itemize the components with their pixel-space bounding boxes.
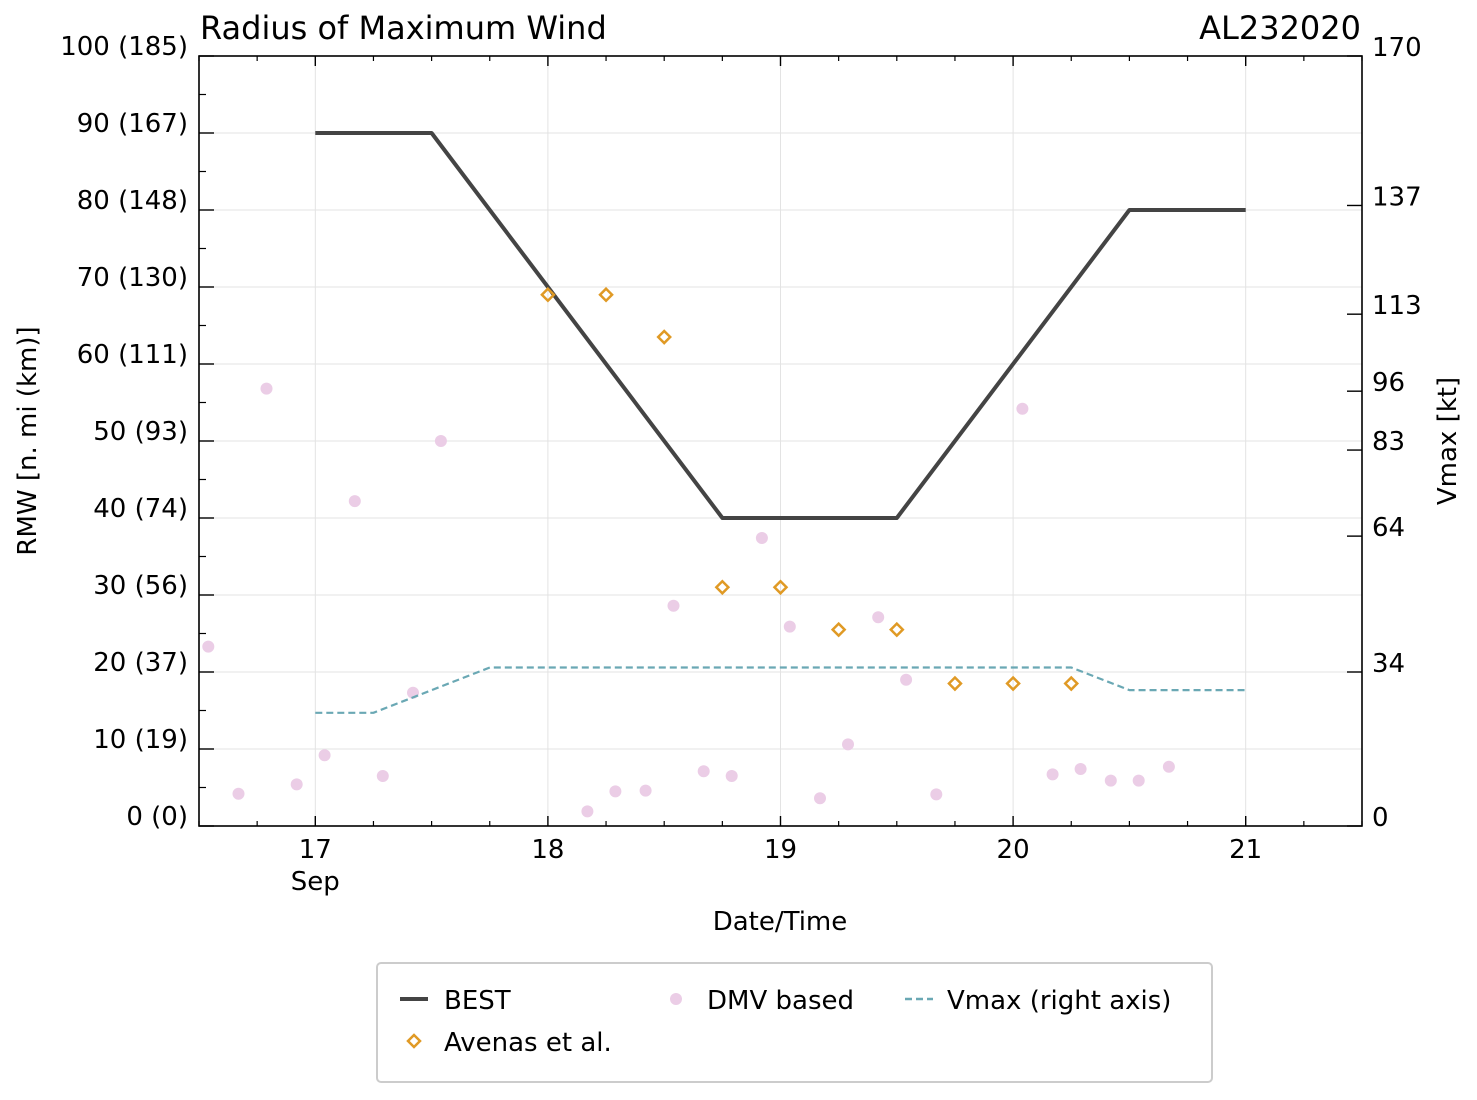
dmv-point xyxy=(872,611,885,624)
y2-tick-label: 34 xyxy=(1372,649,1405,679)
legend-avenas-label: Avenas et al. xyxy=(444,1028,612,1058)
dmv-point xyxy=(232,787,245,800)
grid-layer xyxy=(199,55,1362,827)
y2-tick-label: 83 xyxy=(1372,427,1405,457)
y-tick-label: 10 (19) xyxy=(93,725,188,755)
x-tick-label: 21 xyxy=(1229,835,1262,865)
avenas-point xyxy=(889,621,905,638)
dmv-point xyxy=(697,765,710,778)
dmv-point xyxy=(1104,774,1117,787)
x-axis-label: Date/Time xyxy=(713,907,848,937)
dmv-point xyxy=(1162,760,1175,773)
dmv-point xyxy=(581,805,594,818)
legend-frame xyxy=(376,962,1213,1083)
dmv-point xyxy=(348,495,361,508)
avenas-point xyxy=(714,579,731,596)
y-tick-label: 100 (185) xyxy=(60,32,188,62)
dmv-point xyxy=(290,778,303,791)
y2-tick-label: 137 xyxy=(1372,182,1422,212)
avenas-point xyxy=(1063,675,1080,692)
avenas-point xyxy=(830,621,847,638)
dmv-point xyxy=(639,784,652,797)
y-tick-label: 80 (148) xyxy=(77,186,188,216)
dmv-point xyxy=(842,738,854,751)
dmv-point xyxy=(376,770,389,782)
dmv-point xyxy=(814,792,826,805)
avenas-point xyxy=(772,579,789,596)
dmv-point xyxy=(725,770,738,782)
y-tick-label: 0 (0) xyxy=(126,802,188,832)
legend-dmv-label: DMV based xyxy=(707,986,854,1016)
avenas-point xyxy=(947,675,963,692)
y2-tick-label: 64 xyxy=(1372,513,1405,543)
y-tick-label: 60 (111) xyxy=(77,340,188,370)
y-tick-label: 70 (130) xyxy=(77,263,188,293)
vmax-line xyxy=(315,666,1246,714)
x-tick-label: 20 xyxy=(997,835,1030,865)
avenas-point xyxy=(540,286,556,303)
best-track-line xyxy=(315,131,1246,520)
avenas-point xyxy=(598,286,614,303)
legend-vmax-label: Vmax (right axis) xyxy=(947,986,1171,1016)
y-tick-label: 20 (37) xyxy=(93,648,188,678)
y2-tick-label: 170 xyxy=(1372,33,1422,63)
series-layer xyxy=(202,131,1246,818)
x-tick-label: 18 xyxy=(531,835,564,865)
dmv-point xyxy=(783,620,796,633)
dmv-point xyxy=(900,673,913,686)
dmv-point xyxy=(202,640,215,653)
x-tick-label: 17 xyxy=(299,835,332,865)
dmv-point xyxy=(667,599,680,612)
dmv-point xyxy=(609,785,622,798)
dmv-point xyxy=(930,788,943,801)
dmv-point xyxy=(1046,768,1059,781)
y-tick-label: 50 (93) xyxy=(93,417,188,447)
avenas-point xyxy=(656,329,672,345)
dmv-point xyxy=(755,532,768,544)
chart-title: Radius of Maximum Wind xyxy=(200,9,607,47)
y2-tick-label: 96 xyxy=(1372,368,1405,398)
y-axis-label: RMW [n. mi (km)] xyxy=(13,326,43,555)
avenas-point xyxy=(1005,675,1021,692)
storm-id: AL232020 xyxy=(1199,9,1361,47)
dmv-point xyxy=(1132,774,1145,787)
y-tick-label: 90 (167) xyxy=(77,109,188,139)
dmv-point xyxy=(318,749,331,762)
dmv-point xyxy=(434,435,447,447)
y2-tick-label: 113 xyxy=(1372,291,1422,321)
y-tick-label: 30 (56) xyxy=(93,571,188,601)
dmv-point xyxy=(260,382,273,395)
y2-axis-label: Vmax [kt] xyxy=(1433,377,1463,505)
legend: BEST DMV based Vmax (right axis) Avenas … xyxy=(376,962,1213,1083)
legend-dmv-swatch xyxy=(670,993,682,1005)
x-tick-label: 19 xyxy=(764,835,797,865)
dmv-point xyxy=(1016,402,1029,415)
dmv-point xyxy=(1074,763,1087,775)
x-tick-sublabel: Sep xyxy=(291,867,340,897)
y2-tick-label: 0 xyxy=(1372,803,1389,833)
legend-avenas-swatch xyxy=(406,1033,422,1049)
y-tick-label: 40 (74) xyxy=(93,494,188,524)
legend-best-label: BEST xyxy=(444,986,511,1016)
